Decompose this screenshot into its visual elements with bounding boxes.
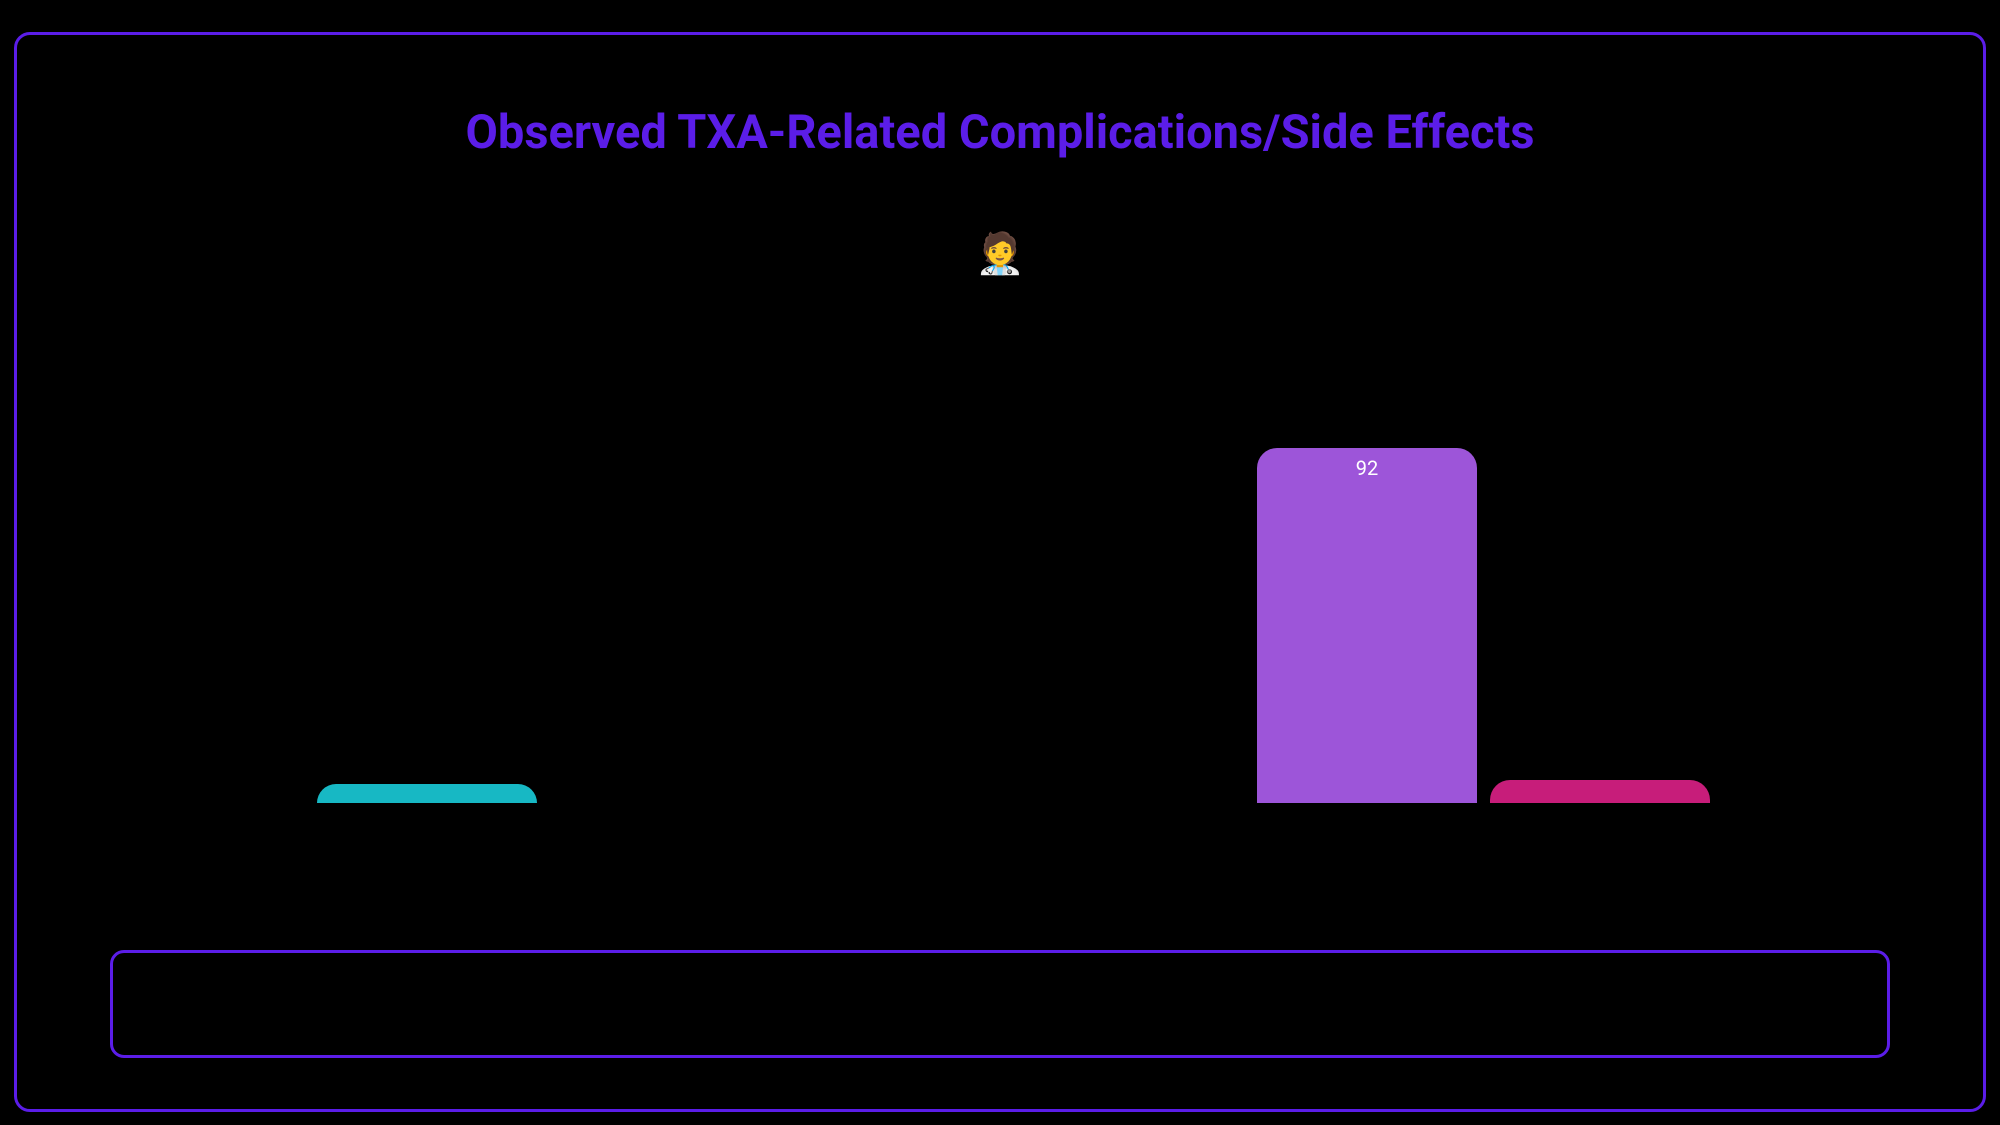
chart-title: Observed TXA-Related Complications/Side …: [0, 105, 2000, 160]
chart-bar: 92: [1257, 448, 1477, 803]
bar-value-label: 92: [1257, 456, 1477, 480]
footer-box: [110, 950, 1890, 1058]
chart-bar: [317, 784, 537, 803]
bar-chart: 92: [100, 325, 1900, 803]
chart-bar: [1490, 780, 1710, 803]
emoji-icon: 🧑‍⚕️: [975, 234, 1025, 274]
